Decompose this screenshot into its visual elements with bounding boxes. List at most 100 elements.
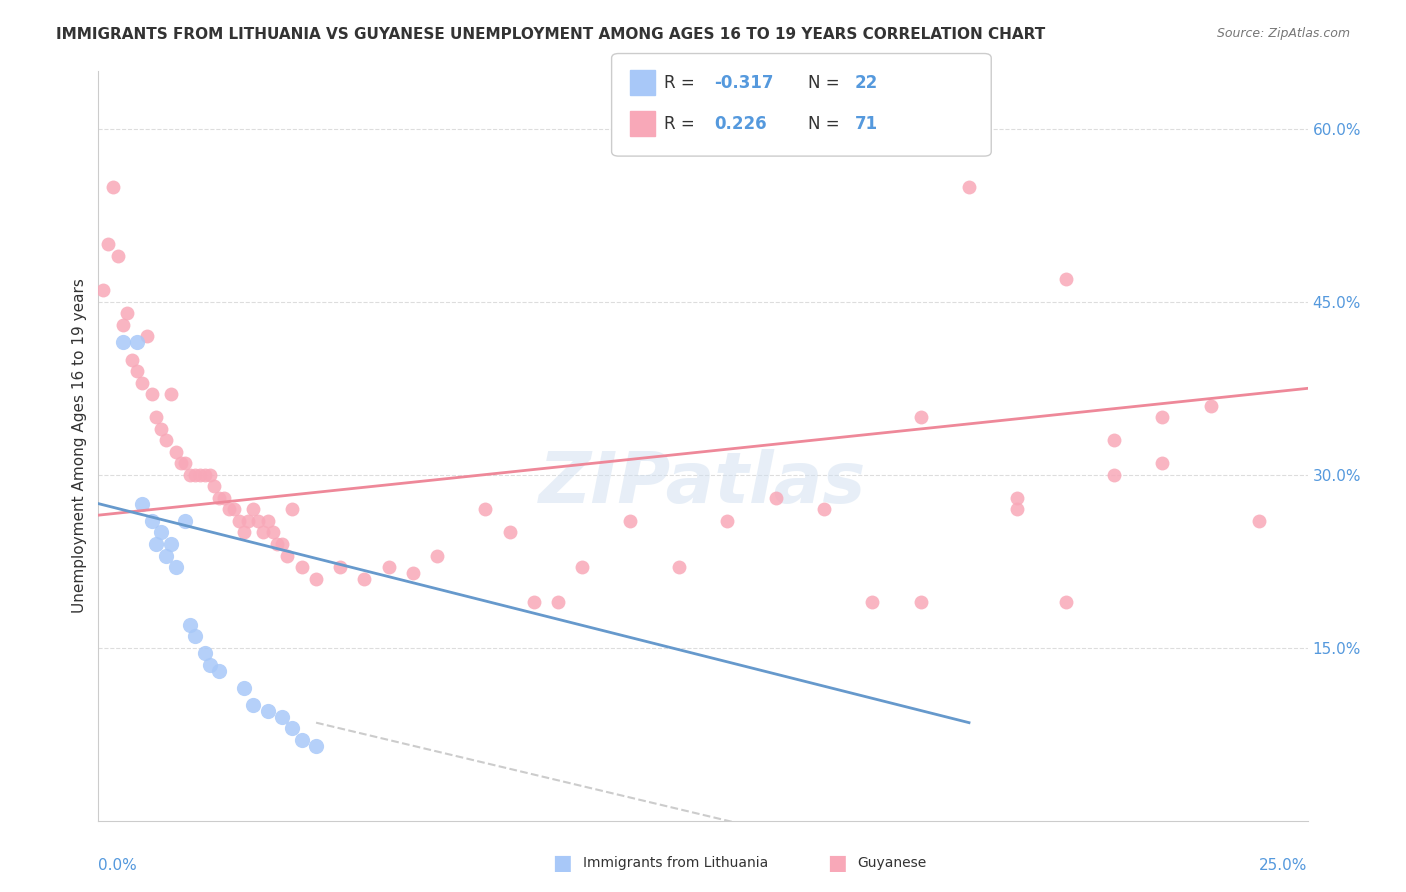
Point <box>150 422 173 436</box>
Point <box>174 514 197 528</box>
Point <box>1054 594 1077 608</box>
Text: Guyanese: Guyanese <box>858 855 927 870</box>
Point <box>141 514 163 528</box>
Point <box>1199 399 1222 413</box>
Point <box>222 502 245 516</box>
Point <box>957 179 980 194</box>
Point <box>305 739 328 753</box>
Point <box>910 594 932 608</box>
Text: ■: ■ <box>827 853 846 872</box>
Point <box>910 410 932 425</box>
Point <box>127 335 149 350</box>
Point <box>329 560 352 574</box>
Text: ZIPatlas: ZIPatlas <box>540 449 866 518</box>
Point <box>127 364 149 378</box>
Text: N =: N = <box>808 115 845 133</box>
Point <box>107 249 129 263</box>
Point <box>198 467 221 482</box>
Point <box>101 179 124 194</box>
Point <box>377 560 399 574</box>
Point <box>117 306 139 320</box>
Point <box>619 514 641 528</box>
Point <box>145 410 167 425</box>
Text: ■: ■ <box>553 853 572 872</box>
Point <box>204 479 226 493</box>
Text: N =: N = <box>808 74 845 92</box>
Point <box>1054 272 1077 286</box>
Point <box>212 491 235 505</box>
Point <box>150 525 173 540</box>
Point <box>184 467 207 482</box>
Point <box>281 502 304 516</box>
Point <box>256 704 278 718</box>
Text: Source: ZipAtlas.com: Source: ZipAtlas.com <box>1216 27 1350 40</box>
Point <box>194 647 217 661</box>
Text: 71: 71 <box>855 115 877 133</box>
Point <box>1102 434 1125 448</box>
Point <box>160 537 183 551</box>
Text: 0.226: 0.226 <box>714 115 766 133</box>
Point <box>184 629 207 643</box>
Point <box>305 572 328 586</box>
Point <box>169 456 191 470</box>
Point <box>1007 502 1029 516</box>
Point <box>668 560 690 574</box>
Text: -0.317: -0.317 <box>714 74 773 92</box>
Text: 22: 22 <box>855 74 879 92</box>
Text: IMMIGRANTS FROM LITHUANIA VS GUYANESE UNEMPLOYMENT AMONG AGES 16 TO 19 YEARS COR: IMMIGRANTS FROM LITHUANIA VS GUYANESE UN… <box>56 27 1046 42</box>
Point <box>252 525 274 540</box>
Point <box>97 237 120 252</box>
Point <box>228 514 250 528</box>
Point <box>266 537 288 551</box>
Point <box>571 560 593 574</box>
Point <box>256 514 278 528</box>
Point <box>208 664 231 678</box>
Point <box>131 497 153 511</box>
Point <box>474 502 496 516</box>
Point <box>247 514 270 528</box>
Point <box>426 549 449 563</box>
Point <box>111 318 134 332</box>
Y-axis label: Unemployment Among Ages 16 to 19 years: Unemployment Among Ages 16 to 19 years <box>72 278 87 614</box>
Point <box>290 733 312 747</box>
Point <box>271 537 294 551</box>
Point <box>160 387 183 401</box>
Point <box>165 444 187 458</box>
Point <box>860 594 883 608</box>
Point <box>1102 467 1125 482</box>
Point <box>262 525 284 540</box>
Point <box>1152 410 1174 425</box>
Point <box>131 376 153 390</box>
Text: 25.0%: 25.0% <box>1260 858 1308 873</box>
Point <box>208 491 231 505</box>
Point <box>281 722 304 736</box>
Point <box>135 329 157 343</box>
Point <box>765 491 787 505</box>
Text: 0.0%: 0.0% <box>98 858 138 873</box>
Point <box>813 502 835 516</box>
Point <box>198 658 221 673</box>
Point <box>179 617 201 632</box>
Point <box>141 387 163 401</box>
Point <box>179 467 201 482</box>
Point <box>523 594 546 608</box>
Point <box>547 594 569 608</box>
Point <box>121 352 143 367</box>
Point <box>188 467 211 482</box>
Point <box>402 566 425 580</box>
Point <box>1249 514 1271 528</box>
Point <box>155 549 177 563</box>
Point <box>194 467 217 482</box>
Point <box>232 681 254 695</box>
Point <box>165 560 187 574</box>
Point <box>238 514 260 528</box>
Point <box>353 572 375 586</box>
Point <box>111 335 134 350</box>
Text: Immigrants from Lithuania: Immigrants from Lithuania <box>583 855 769 870</box>
Point <box>290 560 312 574</box>
Point <box>145 537 167 551</box>
Point <box>232 525 254 540</box>
Point <box>1007 491 1029 505</box>
Point <box>498 525 520 540</box>
Point <box>155 434 177 448</box>
